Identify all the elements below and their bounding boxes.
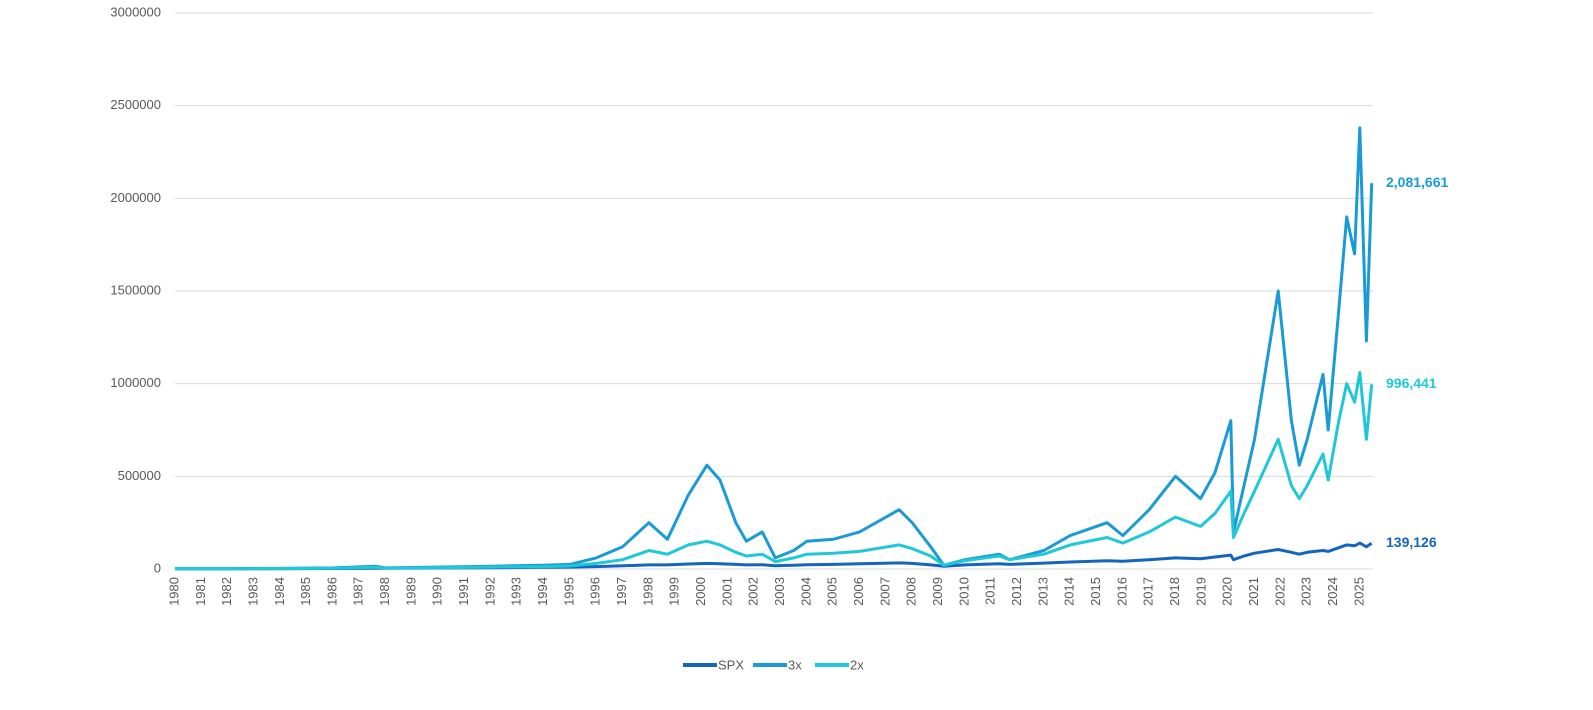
x-tick-label: 1986 xyxy=(324,577,339,606)
x-tick-label: 1985 xyxy=(298,577,313,606)
y-tick-label: 0 xyxy=(154,560,161,575)
x-tick-label: 1981 xyxy=(193,577,208,606)
legend-label: 3x xyxy=(788,657,802,672)
x-tick-label: 1994 xyxy=(535,577,550,606)
x-tick-label: 2001 xyxy=(719,577,734,606)
x-tick-label: 1988 xyxy=(377,577,392,606)
series-line xyxy=(175,371,1374,571)
x-tick-label: 2000 xyxy=(693,577,708,606)
x-tick-label: 1980 xyxy=(166,577,181,606)
x-tick-label: 1993 xyxy=(509,577,524,606)
x-tick-label: 2019 xyxy=(1193,577,1208,606)
x-tick-label: 2016 xyxy=(1114,577,1129,606)
x-tick-label: 2009 xyxy=(930,577,945,606)
x-tick-label: 2024 xyxy=(1325,577,1340,606)
value-label: 139,126 xyxy=(1386,534,1437,550)
x-tick-label: 1983 xyxy=(245,577,260,606)
x-tick-label: 2005 xyxy=(825,577,840,606)
x-tick-label: 1992 xyxy=(482,577,497,606)
x-tick-label: 2025 xyxy=(1351,577,1366,606)
x-tick-label: 1984 xyxy=(272,577,287,606)
value-label: 2,081,661 xyxy=(1386,174,1448,190)
x-tick-label: 1995 xyxy=(561,577,576,606)
x-tick-label: 1991 xyxy=(456,577,471,606)
series-line xyxy=(174,126,1374,571)
x-tick-label: 2020 xyxy=(1220,577,1235,606)
x-tick-label: 2023 xyxy=(1299,577,1314,606)
x-tick-label: 1998 xyxy=(640,577,655,606)
x-tick-label: 2008 xyxy=(904,577,919,606)
x-tick-label: 1997 xyxy=(614,577,629,606)
x-tick-label: 2015 xyxy=(1088,577,1103,606)
x-tick-label: 2012 xyxy=(1009,577,1024,606)
x-tick-label: 2018 xyxy=(1167,577,1182,606)
y-tick-label: 1000000 xyxy=(110,375,161,390)
legend-label: SPX xyxy=(718,657,744,672)
x-tick-label: 2010 xyxy=(956,577,971,606)
y-tick-label: 2000000 xyxy=(110,190,161,205)
y-tick-label: 2500000 xyxy=(110,97,161,112)
x-tick-label: 2004 xyxy=(798,577,813,606)
x-tick-label: 1987 xyxy=(351,577,366,606)
x-tick-label: 2021 xyxy=(1246,577,1261,606)
x-tick-label: 1996 xyxy=(588,577,603,606)
x-tick-label: 2022 xyxy=(1272,577,1287,606)
x-tick-label: 2002 xyxy=(746,577,761,606)
legend-label: 2x xyxy=(850,657,864,672)
x-tick-label: 2011 xyxy=(983,577,998,605)
x-tick-label: 2003 xyxy=(772,577,787,606)
x-tick-label: 2006 xyxy=(851,577,866,606)
y-tick-label: 3000000 xyxy=(110,4,161,19)
value-label: 996,441 xyxy=(1386,375,1437,391)
x-tick-label: 1982 xyxy=(219,577,234,606)
y-tick-label: 500000 xyxy=(118,468,161,483)
x-tick-label: 1999 xyxy=(667,577,682,606)
y-tick-label: 1500000 xyxy=(110,282,161,297)
x-tick-label: 1990 xyxy=(430,577,445,606)
x-tick-label: 2014 xyxy=(1062,577,1077,606)
x-tick-label: 2007 xyxy=(877,577,892,606)
x-tick-label: 2013 xyxy=(1035,577,1050,606)
x-tick-label: 1989 xyxy=(403,577,418,606)
x-tick-label: 2017 xyxy=(1141,577,1156,606)
